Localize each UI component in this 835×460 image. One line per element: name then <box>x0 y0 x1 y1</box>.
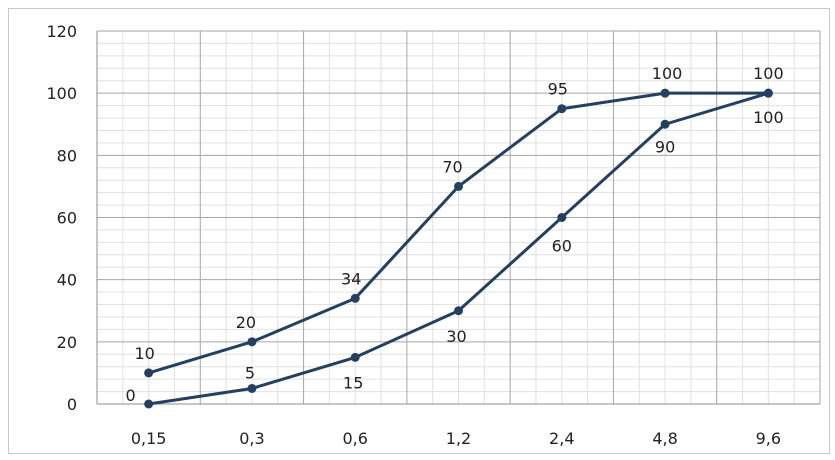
series-2-point <box>454 306 463 316</box>
y-tick-label: 0 <box>67 395 77 414</box>
series-2-point <box>763 88 773 98</box>
series-1-data-label: 95 <box>548 80 568 99</box>
series-1-point <box>660 88 670 98</box>
series-1-point <box>350 293 360 303</box>
x-tick-label: 0,6 <box>342 429 367 448</box>
y-tick-label: 60 <box>57 209 77 228</box>
x-tick-label: 0,3 <box>239 429 264 448</box>
series-1-point <box>247 337 257 347</box>
chart-frame <box>8 8 830 454</box>
x-tick-label: 2,4 <box>549 429 574 448</box>
series-2-data-label: 90 <box>655 137 675 156</box>
x-tick-label: 0,15 <box>131 429 167 448</box>
y-tick-label: 120 <box>46 22 77 41</box>
y-tick-label: 100 <box>46 84 77 103</box>
series-1-point <box>144 368 154 378</box>
series-2-data-label: 100 <box>753 108 784 127</box>
series-1-data-label: 70 <box>442 157 462 176</box>
series-1-data-label: 10 <box>134 344 154 363</box>
series-1-point <box>454 181 463 191</box>
y-tick-label: 20 <box>57 333 77 352</box>
series-1-point <box>557 104 567 114</box>
series-1-data-label: 100 <box>753 64 784 83</box>
series-2-point <box>247 383 257 393</box>
series-2-data-label: 60 <box>552 237 572 256</box>
series-2-data-label: 0 <box>126 386 136 405</box>
series-2-point <box>557 213 567 222</box>
series-2-point <box>660 119 670 129</box>
series-1-data-label: 34 <box>341 269 361 288</box>
x-tick-label: 9,6 <box>756 429 781 448</box>
y-tick-label: 80 <box>57 146 77 165</box>
series-2-data-label: 5 <box>245 363 255 382</box>
series-2-data-label: 30 <box>446 327 466 346</box>
series-1-data-label: 100 <box>652 64 683 83</box>
x-tick-label: 1,2 <box>446 429 471 448</box>
series-2-point <box>350 352 360 362</box>
series-1-data-label: 20 <box>236 313 256 332</box>
y-tick-label: 40 <box>57 271 77 290</box>
x-tick-label: 4,8 <box>652 429 677 448</box>
series-2-data-label: 15 <box>343 373 363 392</box>
series-2-point <box>144 399 154 409</box>
